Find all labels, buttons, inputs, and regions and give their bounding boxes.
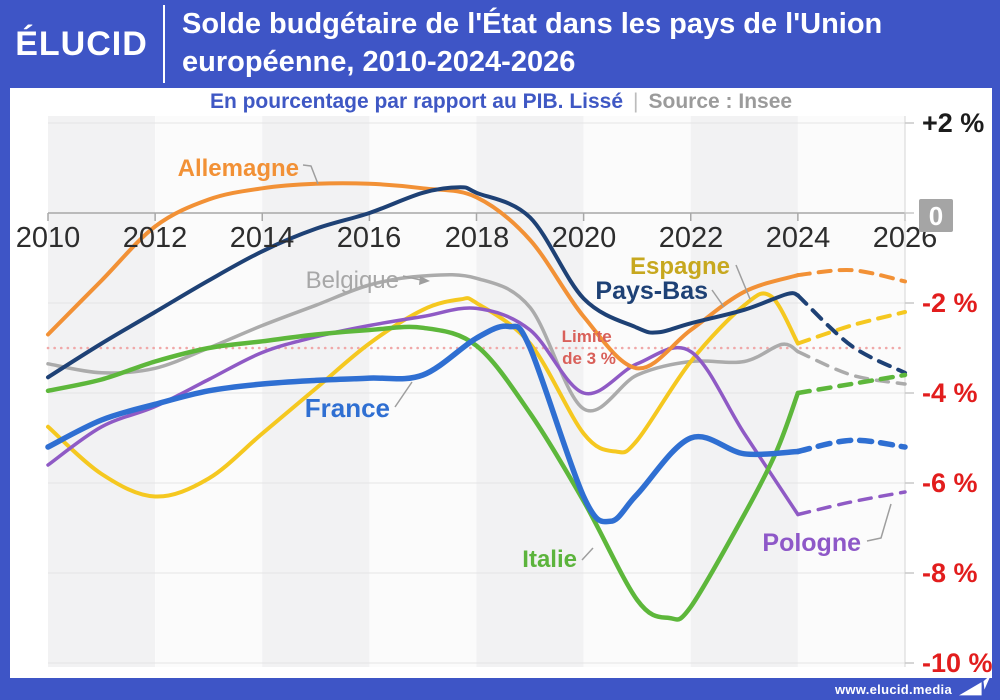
allemagne-pointer-line [302,164,319,185]
series-line-italie [45,324,801,622]
x-tick-label: 2014 [230,222,295,254]
series-line-pays-bas [46,185,800,380]
x-tick-label: 2010 [16,222,81,254]
series-label-belgique: Belgique [306,267,399,294]
zero-badge [919,199,953,232]
series-line-france [45,323,801,525]
series-label-pologne: Pologne [762,529,861,557]
plot-band [797,116,905,667]
x-tick-label: 2012 [123,222,188,254]
title-line-1: Solde budgétaire de l'État dans les pays… [182,8,883,40]
series-forecast-allemagne [795,267,907,284]
header-divider [163,5,165,83]
espagne-pointer-line [735,264,751,300]
y-tick-label: -8 % [922,558,978,588]
pologne-pointer-line [866,503,892,542]
series-forecast-espagne [795,310,907,346]
series-label-italie: Italie [522,546,577,573]
series-label-france: France [305,393,390,423]
y-tick-label: -4 % [922,378,978,408]
plot-band [262,116,370,667]
subtitle-separator: | [633,90,639,113]
y-tick-label: +2 % [922,108,984,138]
france-pointer-line [394,381,413,408]
series-forecast-pays-bas [795,293,907,375]
title-line-2: européenne, 2010-2024-2026 [182,46,576,78]
y-tick-label: -10 % [922,648,993,678]
x-axis-labels: 2010 2012 2014 2016 2018 2020 2022 2024 … [16,222,938,254]
series-line-espagne [46,291,800,499]
belgique-pointer-line [402,275,422,281]
series-forecast-france [795,437,908,455]
y-axis-labels: +2 % 0 -2 % -4 % -6 % -8 % -10 % [919,108,993,678]
plot-band [369,116,477,667]
y-tick-label-zero: 0 [929,201,943,231]
plot-band [583,116,691,667]
series-label-espagne: Espagne [630,253,730,280]
belgique-pointer-arrowhead [419,276,430,285]
series-forecast-belgique [796,349,907,386]
series-label-allemagne: Allemagne [178,155,299,182]
x-tick-label: 2018 [445,222,510,254]
x-tick-label: 2020 [552,222,617,254]
plot-band [48,116,156,667]
elucid-flag-icon [959,674,991,696]
series-label-pays-bas: Pays-Bas [595,277,708,305]
header: ÉLUCID Solde budgétaire de l'État dans l… [0,0,1000,88]
series-forecast-italie [795,372,908,396]
series-line-belgique [46,273,800,413]
subtitle-text: En pourcentage par rapport au PIB. Lissé [209,90,624,113]
x-tick-label: 2022 [659,222,724,254]
series-forecast-pologne [796,490,907,517]
source-text: Source : Insee [648,90,793,113]
y-tick-label: -2 % [922,288,978,318]
label-pointers [302,164,892,561]
limit-3pct-label: Limite de 3 % [562,327,617,368]
series-line-allemagne [46,181,800,371]
y-tick-label: -6 % [922,468,978,498]
page-title: Solde budgétaire de l'État dans les pays… [182,5,882,81]
x-tick-label: 2024 [766,222,831,254]
chart-subtitle: En pourcentage par rapport au PIB. Lissé… [10,88,992,116]
pays-bas-pointer-line [711,289,725,308]
footer: www.elucid.media [0,678,1000,700]
series-labels: Allemagne Belgique Espagne Pays-Bas Fran… [178,155,861,573]
brand-logo: ÉLUCID [15,24,148,63]
series-lines [45,181,908,622]
x-tick-label: 2016 [337,222,402,254]
italie-pointer-line [581,547,594,561]
footer-url: www.elucid.media [834,681,952,697]
